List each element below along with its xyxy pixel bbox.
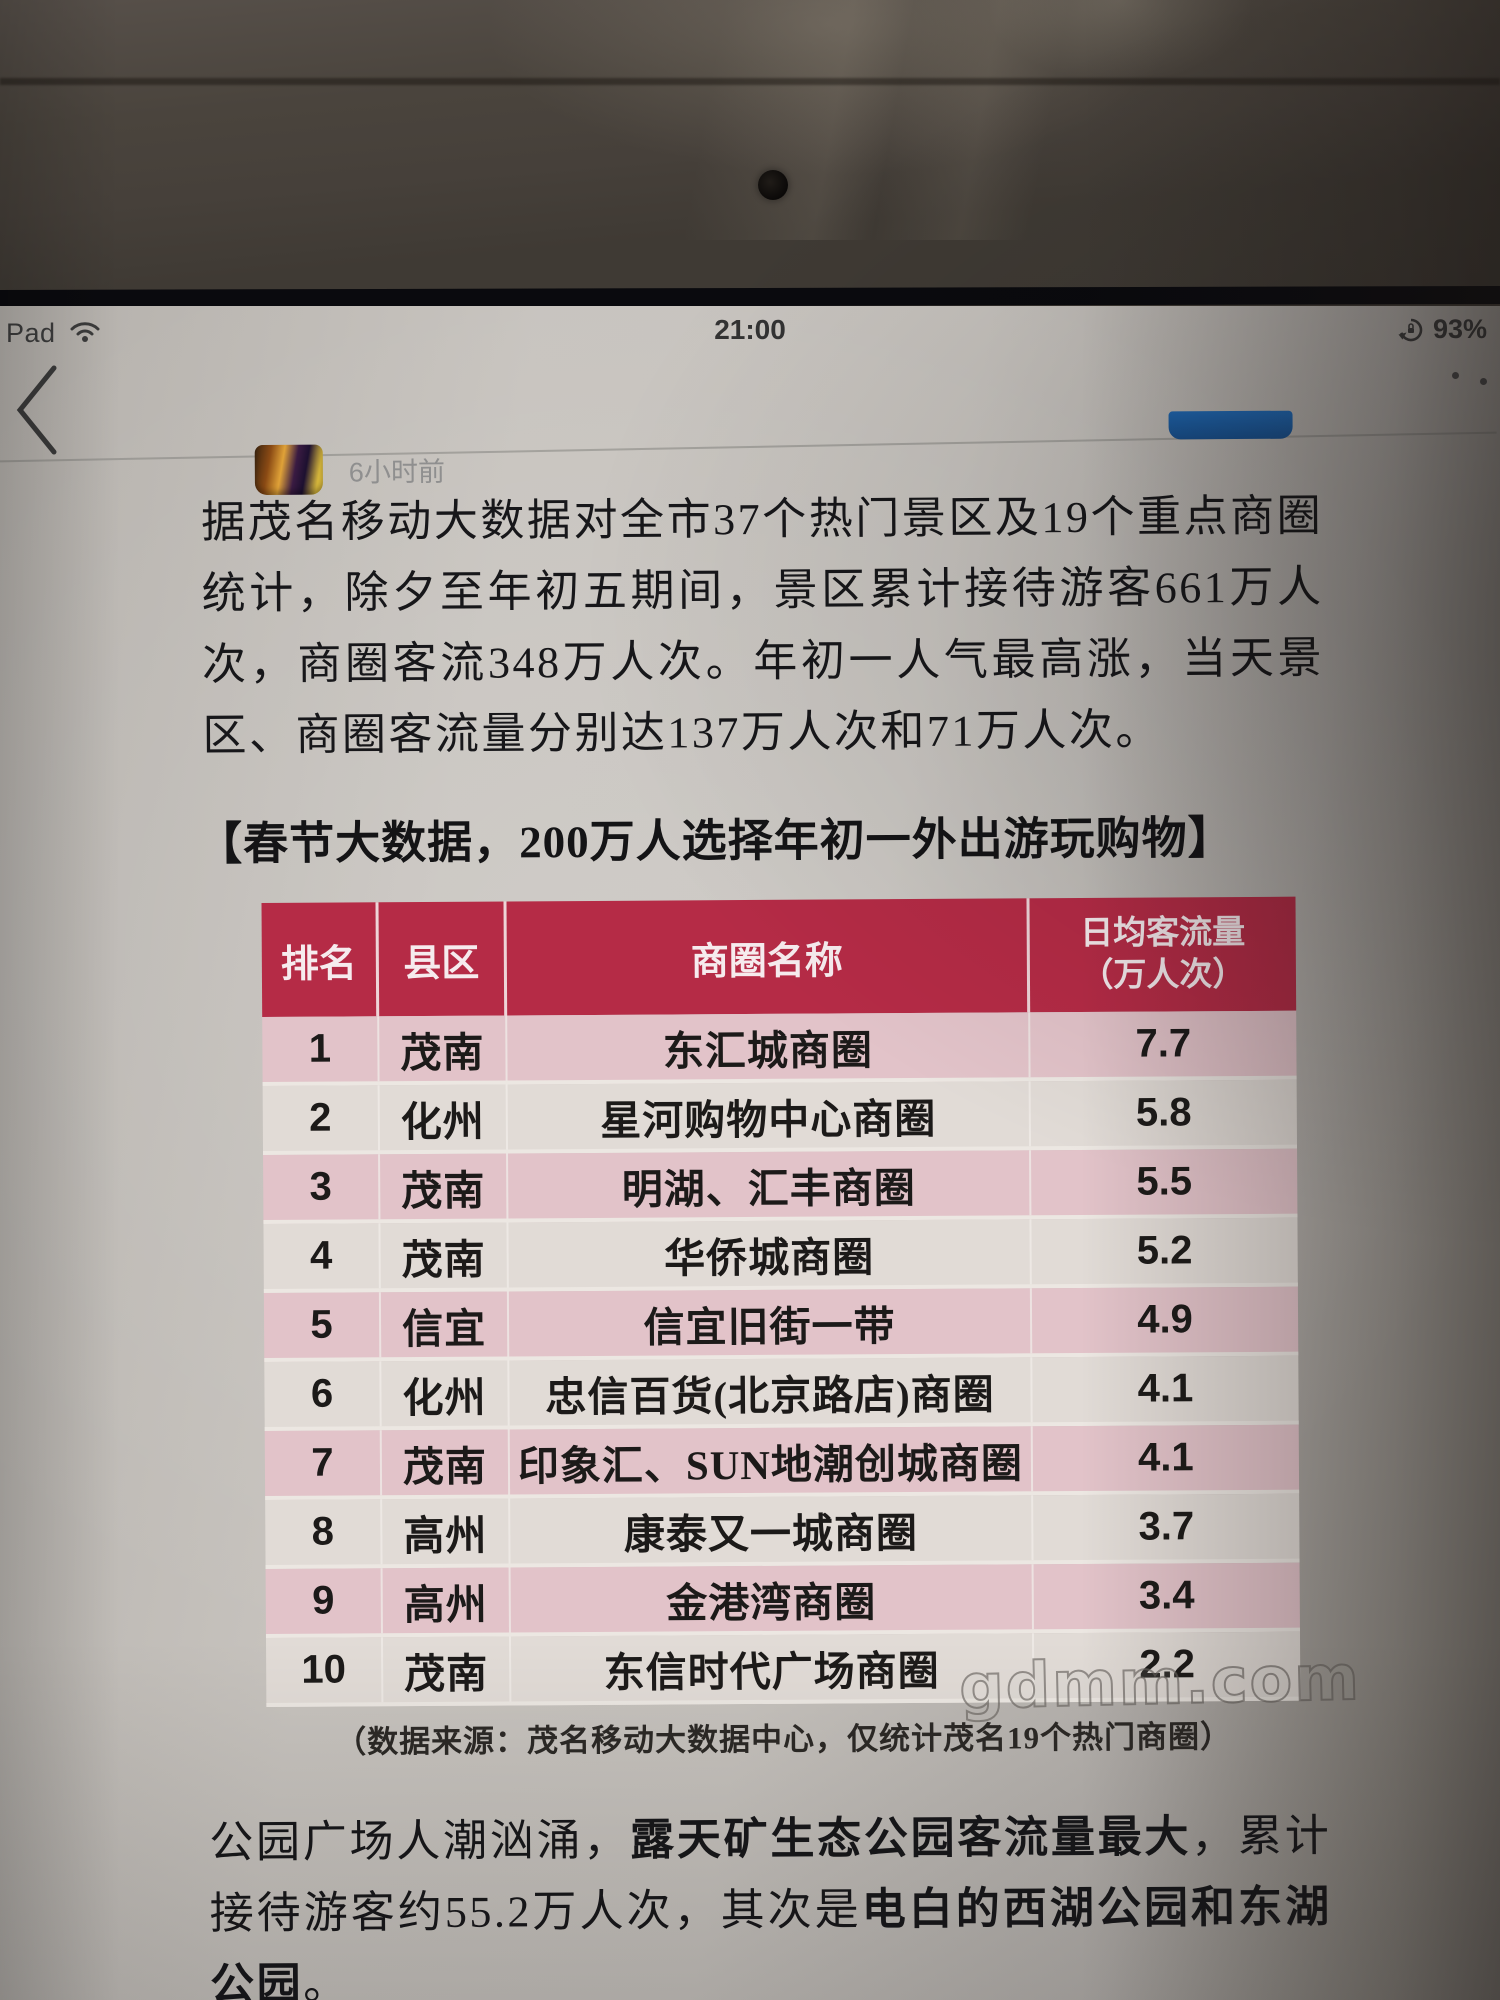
district-name-cell: 明湖、汇丰商圈	[508, 1150, 1032, 1219]
traffic-value-cell: 3.4	[1138, 1573, 1195, 1618]
county-cell: 高州	[382, 1567, 511, 1634]
district-name-cell: 东信时代广场商圈	[510, 1633, 1035, 1702]
rank-cell: 2	[262, 1085, 381, 1151]
table-row: 6 化州 忠信百货(北京路店)商圈 4.1	[264, 1355, 1299, 1431]
district-name-cell: 华侨城商圈	[508, 1219, 1032, 1288]
rank-cell: 1	[262, 1016, 380, 1082]
paragraph-1: 据茂名移动大数据对全市37个热门景区及19个重点商圈统计，除夕至年初五期间，景区…	[201, 491, 1325, 761]
table-row: 7 茂南 印象汇、SUN地潮创城商圈 4.1	[264, 1424, 1300, 1500]
tablet-screen: Pad 21:00 93%	[0, 306, 1500, 2000]
county-cell: 信宜	[380, 1291, 510, 1358]
traffic-value-cell: 3.7	[1138, 1504, 1195, 1549]
col-header-county: 县区	[378, 901, 508, 1017]
county-cell: 化州	[381, 1360, 510, 1427]
paragraph-2: 公园广场人潮汹涌，露天矿生态公园客流量最大，累计接待游客约55.2万人次，其次是…	[209, 1800, 1332, 2000]
table-row: 9 高州 金港湾商圈 3.4	[265, 1562, 1300, 1638]
back-button[interactable]	[8, 362, 72, 458]
district-name-cell: 星河购物中心商圈	[507, 1081, 1031, 1150]
text-segment: 。	[302, 1959, 350, 2000]
tablet-camera	[758, 170, 788, 200]
rank-cell: 9	[265, 1568, 383, 1634]
table-row: 4 茂南 华侨城商圈 5.2	[263, 1217, 1298, 1293]
county-cell: 茂南	[380, 1153, 509, 1220]
table-body: 1 茂南 东汇城商圈 7.7 2 化州 星河购物中心商圈 5.8	[262, 1010, 1301, 1707]
ranking-table: 排名 县区 商圈名称 日均客流量 （万人次） 1 茂南 东汇城商圈 7.7	[261, 896, 1301, 1707]
rotation-lock-icon	[1398, 318, 1423, 341]
battery-percent: 93%	[1433, 314, 1488, 344]
rank-cell: 8	[265, 1499, 383, 1565]
county-cell: 茂南	[381, 1429, 511, 1496]
wall-light-patch	[990, 0, 1250, 110]
table-row: 5 信宜 信宜旧街一带 4.9	[263, 1286, 1299, 1362]
traffic-value-cell: 5.2	[1136, 1228, 1193, 1273]
district-name-cell: 康泰又一城商圈	[510, 1495, 1034, 1564]
rank-cell: 10	[265, 1637, 384, 1703]
chevron-left-icon	[16, 365, 57, 455]
col-header-traffic: 日均客流量 （万人次）	[1080, 914, 1246, 994]
rank-cell: 3	[263, 1154, 381, 1220]
table-row: 1 茂南 东汇城商圈 7.7	[262, 1010, 1297, 1086]
bezel-edge	[0, 78, 1500, 85]
district-name-cell: 东汇城商圈	[507, 1012, 1031, 1081]
post-timestamp: 6小时前	[348, 456, 445, 488]
county-cell: 茂南	[379, 1015, 508, 1082]
clock: 21:00	[714, 314, 786, 345]
traffic-value-cell: 4.9	[1137, 1297, 1193, 1342]
col-header-name: 商圈名称	[506, 898, 1031, 1016]
status-bar: Pad 21:00 93%	[0, 310, 1500, 354]
text-segment: 公园广场人潮汹涌，	[209, 1815, 631, 1868]
rank-cell: 7	[264, 1430, 383, 1496]
col-header-rank: 排名	[261, 902, 380, 1017]
wall-reflection	[380, 0, 1200, 240]
district-name-cell: 信宜旧街一带	[508, 1288, 1033, 1357]
county-cell: 茂南	[382, 1636, 512, 1703]
district-name-cell: 印象汇、SUN地潮创城商圈	[509, 1426, 1034, 1495]
county-cell: 茂南	[380, 1222, 509, 1289]
table-row: 2 化州 星河购物中心商圈 5.8	[262, 1079, 1298, 1155]
article-headline: 【春节大数据，200万人选择年初一外出游玩购物】	[196, 813, 1234, 870]
table-row: 3 茂南 明湖、汇丰商圈 5.5	[263, 1148, 1298, 1224]
rank-cell: 5	[263, 1292, 382, 1358]
more-menu-icon[interactable]	[1448, 368, 1498, 388]
wifi-icon	[70, 320, 100, 344]
traffic-value-cell: 4.1	[1137, 1435, 1194, 1480]
county-cell: 高州	[382, 1498, 511, 1565]
traffic-value-cell: 7.7	[1135, 1021, 1192, 1066]
carrier-label: Pad	[6, 318, 56, 348]
text-segment: 露天矿生态公园客流量最大	[629, 1812, 1192, 1865]
traffic-value-cell: 5.5	[1136, 1159, 1193, 1204]
follow-button[interactable]	[1168, 410, 1293, 440]
district-name-cell: 金港湾商圈	[510, 1564, 1034, 1633]
rank-cell: 4	[263, 1223, 381, 1289]
county-cell: 化州	[379, 1084, 509, 1151]
traffic-value-cell: 4.1	[1137, 1366, 1194, 1411]
table-header-row: 排名 县区 商圈名称 日均客流量 （万人次）	[261, 896, 1297, 1017]
table-row: 8 高州 康泰又一城商圈 3.7	[265, 1493, 1300, 1569]
battery-group: 93%	[1398, 314, 1487, 345]
table-footnote: （数据来源：茂名移动大数据中心，仅统计茂名19个热门商圈）	[335, 1719, 1233, 1760]
article-page: 6小时前 据茂名移动大数据对全市37个热门景区及19个重点商圈统计，除夕至年初五…	[0, 301, 1500, 2000]
traffic-value-cell: 5.8	[1135, 1090, 1192, 1135]
rank-cell: 6	[264, 1361, 382, 1427]
district-name-cell: 忠信百货(北京路店)商圈	[509, 1357, 1033, 1426]
